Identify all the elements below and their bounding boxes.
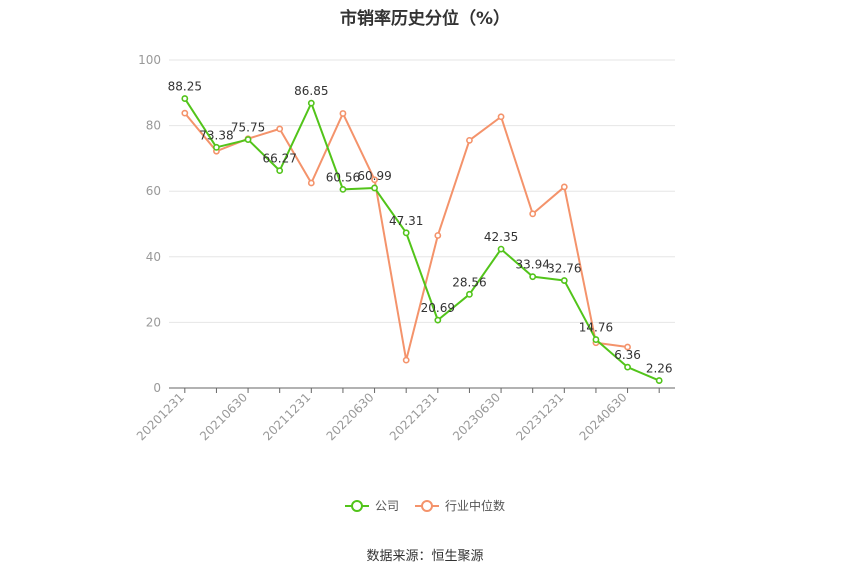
data-label: 14.76 [579,321,613,335]
series-line-1 [184,112,628,362]
data-point[interactable] [560,183,568,191]
data-point[interactable] [181,109,189,117]
data-label: 86.85 [294,84,328,98]
y-tick-label: 0 [153,381,161,395]
data-point[interactable] [592,336,600,343]
data-point[interactable] [371,184,378,192]
data-source: 数据来源：恒生聚源 [366,549,484,564]
legend-swatch-industry-median [415,499,439,513]
x-tick-label: 20221231 [387,390,440,443]
data-point[interactable] [276,125,284,133]
data-point[interactable] [529,273,537,281]
y-tick-label: 60 [146,184,161,198]
data-point[interactable] [655,377,663,384]
data-point[interactable] [213,143,220,151]
y-tick-label: 40 [146,250,161,264]
x-tick-label: 20201231 [134,390,187,443]
data-point[interactable] [560,277,568,284]
data-label: 42.35 [484,230,518,244]
y-tick-label: 20 [146,315,161,329]
grid [169,59,675,323]
data-label: 60.99 [357,169,391,183]
data-point[interactable] [307,179,315,187]
data-point[interactable] [497,245,505,253]
legend-item-industry-median[interactable]: 行业中位数 [415,497,505,514]
legend-label-company: 公司 [374,499,399,513]
x-axis: 20201231 20210630 20211231 20220630 20221231… [134,387,675,443]
data-point[interactable] [339,185,347,193]
data-point[interactable] [276,167,284,175]
data-point[interactable] [371,176,378,184]
y-axis: 0 20 40 60 80 100 [138,53,161,395]
data-label: 33.94 [516,258,550,272]
data-point[interactable] [181,95,189,102]
data-point[interactable] [624,343,631,351]
data-point[interactable] [466,136,473,144]
y-tick-label: 100 [138,53,161,67]
data-point[interactable] [497,113,505,121]
series-layer [181,95,663,384]
data-label: 75.75 [231,121,265,135]
data-label: 60.56 [326,170,360,184]
data-point[interactable] [307,99,315,107]
data-point[interactable] [624,363,631,371]
x-tick-label: 20240630 [577,390,630,443]
data-label: 73.38 [199,128,233,142]
legend-label-industry-median: 行业中位数 [445,499,506,513]
data-point[interactable] [529,210,537,218]
x-tick-label: 20211231 [260,390,313,443]
x-tick-label: 20220630 [324,390,377,443]
legend: 公司 行业中位数 [0,497,850,514]
data-label: 47.31 [389,214,423,228]
data-label: 2.26 [646,362,673,376]
data-label: 66.27 [263,152,297,166]
x-tick-label: 20231231 [513,390,566,443]
data-point[interactable] [466,290,473,298]
x-tick-label: 20230630 [450,390,503,443]
data-point[interactable] [339,110,347,117]
data-point[interactable] [402,229,410,237]
data-point[interactable] [402,356,410,364]
data-label: 88.25 [168,80,202,94]
data-point[interactable] [434,232,442,239]
data-label: 32.76 [547,262,581,276]
data-label: 6.36 [614,348,641,362]
data-label: 20.69 [421,301,455,315]
series-line-0 [183,97,660,382]
data-point[interactable] [244,136,252,143]
legend-swatch-company [344,499,369,513]
chart-title: 市销率历史分位（%） [339,9,511,29]
y-tick-label: 80 [146,119,161,133]
data-label: 28.56 [452,275,486,289]
legend-item-company[interactable]: 公司 [344,497,399,514]
x-tick-label: 20210630 [197,390,250,443]
data-point[interactable] [434,316,442,324]
